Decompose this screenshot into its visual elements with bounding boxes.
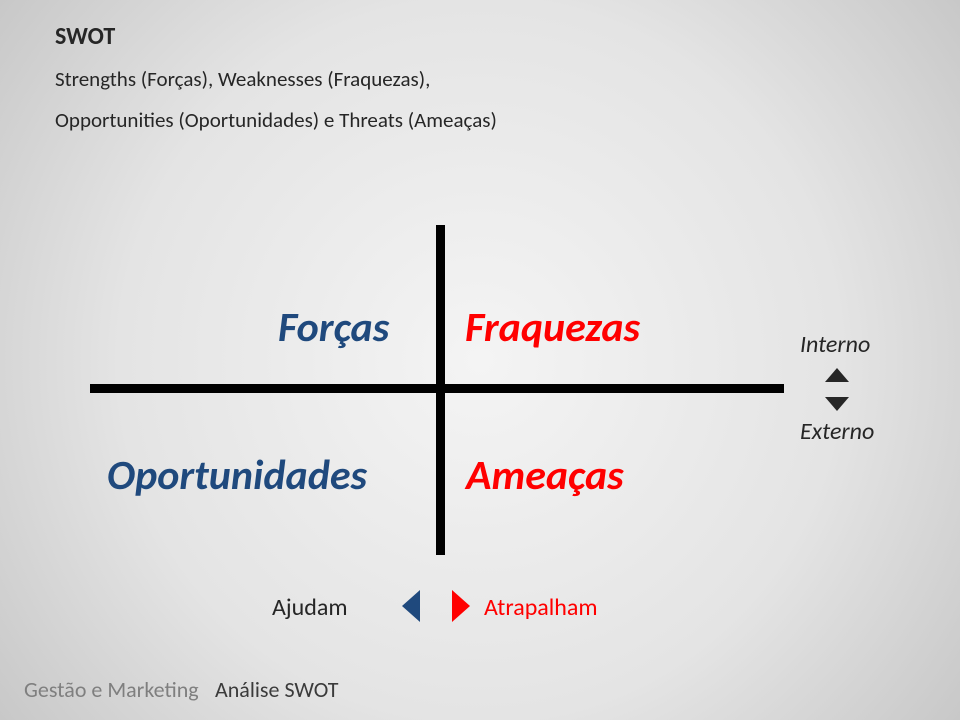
label-ajudam: Ajudam	[272, 593, 348, 622]
page-title: SWOT	[55, 22, 115, 51]
label-externo: Externo	[800, 417, 874, 446]
axis-horizontal	[90, 384, 784, 393]
footer-main: Gestão e Marketing	[24, 676, 199, 703]
arrow-right-icon	[452, 590, 470, 622]
quad-fraquezas: Fraquezas	[465, 302, 640, 353]
arrow-down-icon	[825, 397, 849, 411]
swot-expansion-line1: Strengths (Forças), Weaknesses (Fraqueza…	[55, 66, 430, 92]
quad-forcas: Forças	[278, 302, 389, 353]
arrow-up-icon	[825, 368, 849, 382]
swot-expansion-line2: Opportunities (Oportunidades) e Threats …	[55, 107, 497, 133]
quad-ameacas: Ameaças	[466, 450, 624, 501]
quad-oportunidades: Oportunidades	[107, 450, 367, 501]
arrow-left-icon	[402, 590, 420, 622]
label-interno: Interno	[800, 330, 870, 359]
footer-sub: Análise SWOT	[215, 676, 338, 703]
label-atrapalham: Atrapalham	[484, 593, 598, 622]
